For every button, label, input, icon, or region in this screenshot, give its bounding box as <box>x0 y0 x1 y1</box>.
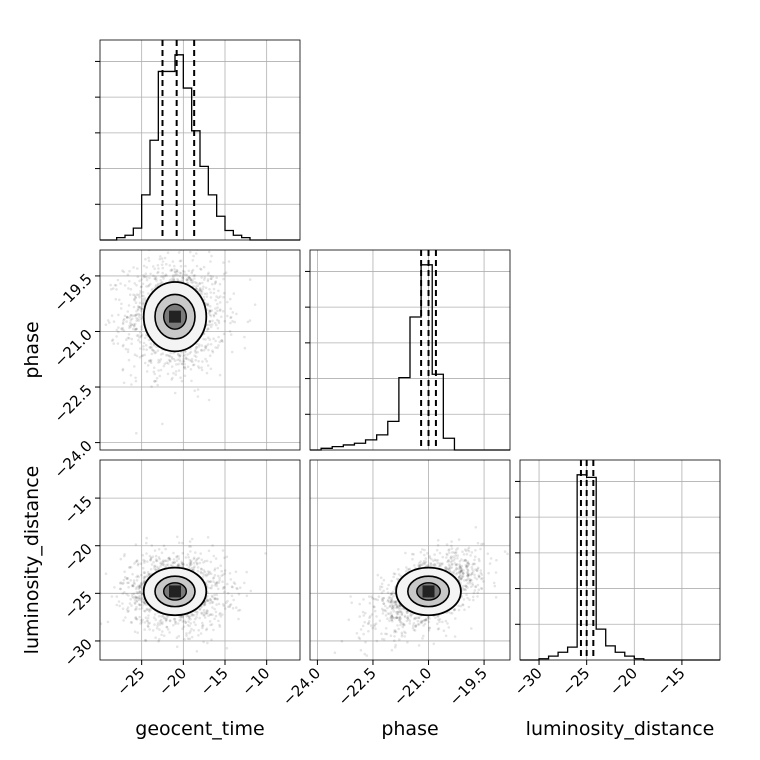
scatter-panel-geocent-time-luminosity-distance <box>99 459 301 661</box>
hist-panel-geocent-time <box>95 39 301 241</box>
hist-frame <box>309 249 511 451</box>
histogram-step-phase <box>310 264 510 451</box>
hist-panel-phase <box>305 249 511 451</box>
histogram-step-geocent-time <box>100 54 300 241</box>
ytick-label: −19.5 <box>51 270 96 315</box>
xtick-label: −24.0 <box>279 664 324 709</box>
density-peak <box>169 585 181 598</box>
ylabel-phase: phase <box>21 321 43 378</box>
xtick-label: −20 <box>606 664 641 699</box>
panel-frame <box>309 459 511 661</box>
density-peak <box>422 585 435 598</box>
xtick-label: −15 <box>197 664 232 699</box>
xtick-label: −20 <box>155 664 190 699</box>
scatter-points <box>333 526 509 657</box>
ytick-label: −30 <box>61 635 96 670</box>
panel-frame <box>99 249 301 451</box>
xtick-label: −30 <box>511 664 546 699</box>
xtick-label: −22.5 <box>335 664 380 709</box>
ytick-label: −22.5 <box>51 381 96 426</box>
ytick-label: −25 <box>61 587 96 622</box>
xtick-label: −25 <box>558 664 593 699</box>
scatter-points <box>100 535 267 653</box>
panel-frame <box>99 459 301 661</box>
ytick-label: −24.0 <box>51 437 96 482</box>
hist-panel-luminosity-distance <box>515 459 721 661</box>
hist-frame <box>99 39 301 241</box>
scatter-panel-phase-luminosity-distance <box>309 459 511 661</box>
xlabel-geocent-time: geocent_time <box>135 718 264 740</box>
ytick-label: −15 <box>61 492 96 527</box>
scatter-panel-geocent-time-phase <box>99 249 301 451</box>
xtick-label: −15 <box>654 664 689 699</box>
xtick-label: −10 <box>238 664 273 699</box>
density-peak <box>169 310 181 323</box>
ytick-label: −21.0 <box>51 326 96 371</box>
xtick-label: −19.5 <box>446 664 491 709</box>
xtick-label: −21.0 <box>390 664 435 709</box>
xlabel-phase: phase <box>381 718 438 740</box>
scatter-points <box>104 250 257 435</box>
xtick-label: −25 <box>113 664 148 699</box>
xlabel-luminosity-distance: luminosity_distance <box>526 718 715 740</box>
hist-frame <box>519 459 721 661</box>
ylabel-luminosity-distance: luminosity_distance <box>21 466 43 655</box>
ytick-label: −20 <box>61 540 96 575</box>
